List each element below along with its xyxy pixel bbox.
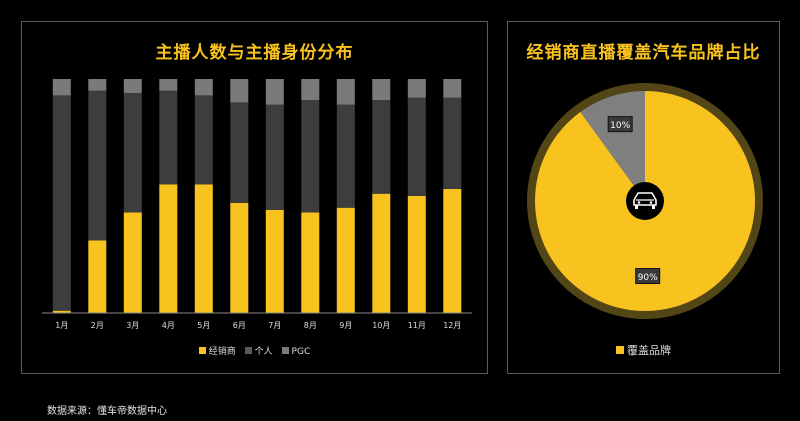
pie-chart-title: 经销商直播覆盖汽车品牌占比 [526, 43, 761, 63]
x-tick-label: 10月 [372, 321, 390, 330]
car-headlight-left [637, 201, 641, 204]
x-tick-label: 4月 [162, 321, 175, 330]
legend-swatch-covered-brands [616, 346, 624, 354]
bar-segment-dealer [230, 203, 249, 313]
pie-data-label: 10% [607, 116, 633, 133]
data-source-note: 数据来源：懂车帝数据中心 [47, 406, 167, 417]
bar-segment-dealer [301, 212, 320, 313]
bar-segment-dealer [407, 196, 426, 313]
pie-chart-panel: 经销商直播覆盖汽车品牌占比 90% 10% 覆盖品牌 [507, 21, 780, 374]
bar-segment-pgc [88, 79, 107, 91]
bar-segment-personal [159, 90, 178, 185]
legend-item-pgc: PGC [281, 347, 311, 357]
bar-chart-panel: 主播人数与主播身份分布 1月 2月 3月 4月 5月 6月 7月 8月 9月 10月 11月 12月 … [21, 21, 488, 374]
bar-chart: 1月 2月 3月 4月 5月 6月 7月 8月 9月 10月 11月 12月 [42, 79, 472, 330]
legend-item-personal: 个人 [244, 344, 273, 357]
bar-segment-pgc [301, 79, 320, 101]
legend-swatch-dealer [198, 347, 206, 354]
bar-segment-personal [88, 90, 107, 241]
bar-segment-pgc [372, 79, 391, 101]
bar-chart-legend: 经销商 个人 PGC [22, 344, 487, 357]
bar-segment-pgc [443, 79, 462, 98]
x-tick-label: 5月 [197, 321, 210, 330]
pie-data-label-text: 90% [638, 273, 658, 283]
bar-segment-personal [123, 93, 142, 213]
bar-segment-pgc [194, 79, 213, 96]
x-tick-label: 2月 [91, 321, 104, 330]
bar-segment-personal [265, 104, 284, 210]
x-tick-label: 3月 [126, 321, 139, 330]
bar-segment-pgc [123, 79, 142, 93]
legend-item-covered-brands: 覆盖品牌 [616, 342, 671, 358]
bar-segment-personal [372, 100, 391, 194]
bar-segment-personal [407, 97, 426, 196]
car-body-shape [633, 192, 657, 206]
bar-segment-personal [443, 97, 462, 189]
x-tick-label: 1月 [55, 321, 68, 330]
bar-segment-personal [52, 95, 71, 311]
legend-label-covered-brands: 覆盖品牌 [627, 344, 671, 357]
legend-swatch-personal [244, 347, 252, 354]
bar-segment-pgc [52, 79, 71, 96]
car-wheel-right [652, 205, 655, 209]
bar-segment-personal [336, 104, 355, 208]
car-headlight-right [649, 201, 653, 204]
car-icon-badge [626, 182, 664, 220]
bar-segment-personal [194, 95, 213, 185]
x-tick-label: 12月 [443, 321, 461, 330]
x-tick-label: 11月 [408, 321, 426, 330]
bar-segment-dealer [159, 184, 178, 313]
legend-item-dealer: 经销商 [198, 344, 236, 357]
bar-segment-pgc [230, 79, 249, 103]
legend-label-personal: 个人 [254, 347, 273, 357]
bar-segment-dealer [336, 207, 355, 313]
bar-segment-pgc [336, 79, 355, 105]
bar-chart-title: 主播人数与主播身份分布 [155, 43, 354, 63]
bar-segment-dealer [88, 240, 107, 313]
pie-data-label-text: 10% [610, 121, 630, 131]
pie-data-label: 90% [635, 268, 661, 285]
legend-label-dealer: 经销商 [208, 347, 236, 357]
x-tick-label: 7月 [268, 321, 281, 330]
legend-label-pgc: PGC [291, 347, 311, 357]
bar-segment-pgc [407, 79, 426, 98]
pie-data-label-box [607, 116, 633, 133]
x-tick-label: 6月 [233, 321, 246, 330]
bar-segment-dealer [52, 310, 71, 313]
car-wheel-left [635, 205, 638, 209]
x-tick-label: 8月 [304, 321, 317, 330]
bar-segment-personal [301, 100, 320, 213]
pie-chart-legend: 覆盖品牌 [508, 342, 779, 358]
legend-swatch-pgc [281, 347, 289, 354]
bar-segment-dealer [372, 193, 391, 313]
car-icon [626, 182, 664, 220]
x-tick-label: 9月 [339, 321, 352, 330]
pie-chart: 90% 10% [527, 83, 763, 319]
bar-segment-dealer [123, 212, 142, 313]
bar-segment-dealer [194, 184, 213, 313]
pie-data-label-box [635, 268, 661, 285]
bar-segment-pgc [159, 79, 178, 91]
bar-segment-dealer [265, 210, 284, 313]
bar-segment-dealer [443, 189, 462, 313]
bar-segment-pgc [265, 79, 284, 105]
bar-segment-personal [230, 102, 249, 203]
